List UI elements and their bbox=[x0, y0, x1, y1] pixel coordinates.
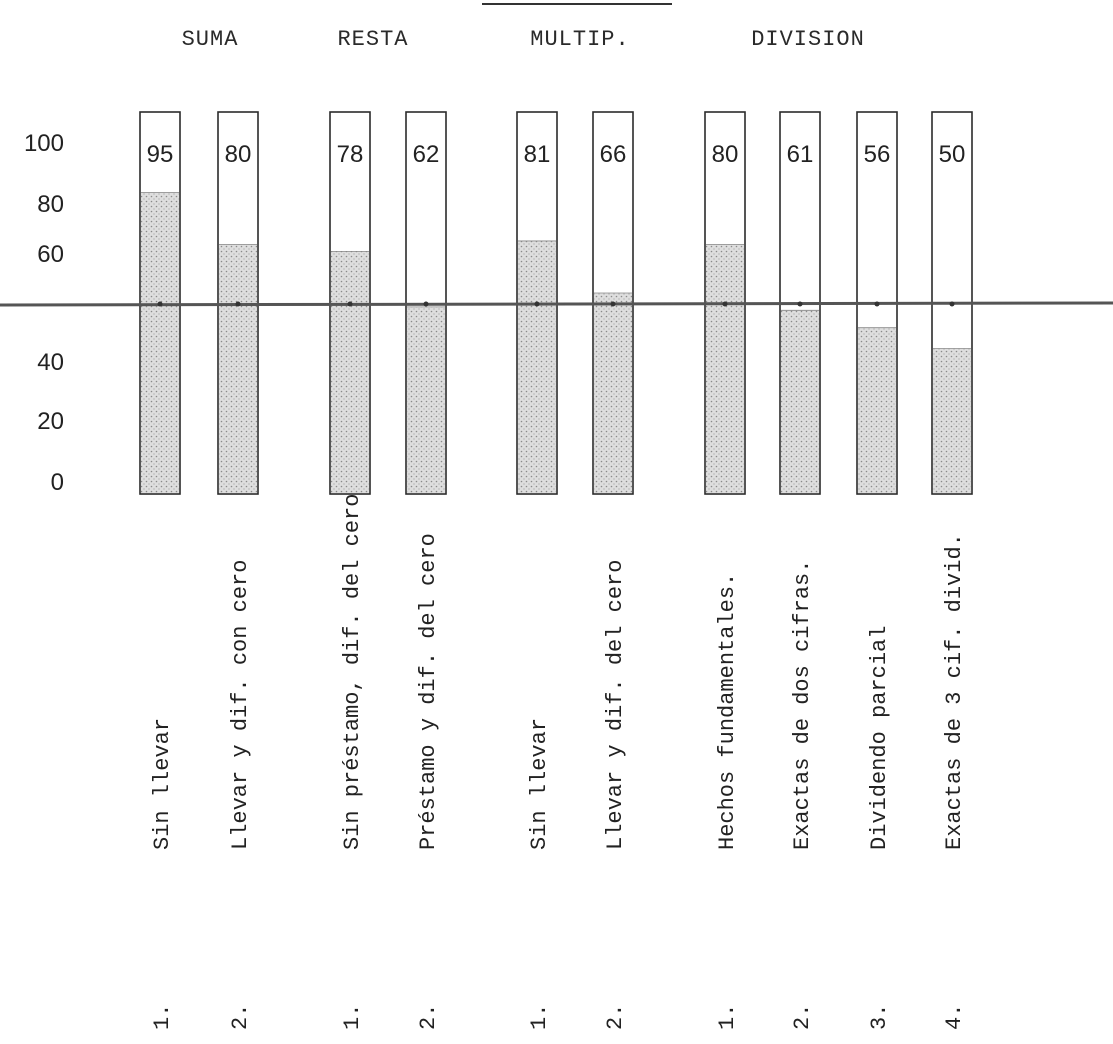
category-number: 3. bbox=[867, 1004, 892, 1030]
category-number: 2. bbox=[603, 1004, 628, 1030]
category-label: Sin llevar bbox=[527, 718, 552, 850]
bar bbox=[594, 292, 632, 493]
group-title: RESTA bbox=[337, 27, 408, 52]
y-axis: 0 20 40 60 80 100 bbox=[24, 130, 64, 496]
y-tick-label: 100 bbox=[24, 130, 64, 157]
y-tick-label: 20 bbox=[37, 408, 64, 435]
group-title: SUMA bbox=[182, 27, 239, 52]
reference-marker bbox=[610, 301, 616, 307]
category-number: 4. bbox=[942, 1004, 967, 1030]
reference-marker bbox=[235, 301, 241, 307]
bar-value-label: 81 bbox=[524, 141, 551, 168]
group-titles: SUMA RESTA MULTIP. DIVISION bbox=[182, 3, 865, 52]
category-label: Exactas de 3 cif. divid. bbox=[942, 533, 967, 850]
bar bbox=[933, 348, 971, 493]
bar-value-label: 62 bbox=[413, 141, 440, 168]
bar-value-label: 78 bbox=[337, 141, 364, 168]
bar bbox=[781, 310, 819, 493]
category-number: 1. bbox=[340, 1004, 365, 1030]
bar-value-label: 50 bbox=[939, 141, 966, 168]
category-labels: Sin llevar 1. Llevar y dif. con cero 2. Sin … bbox=[150, 494, 967, 1030]
bar bbox=[331, 251, 369, 493]
bar bbox=[706, 244, 744, 493]
bar-value-label: 56 bbox=[864, 141, 891, 168]
group-title: MULTIP. bbox=[530, 27, 629, 52]
y-tick-label: 60 bbox=[37, 241, 64, 268]
y-tick-label: 0 bbox=[51, 469, 64, 496]
bar-value-label: 80 bbox=[225, 141, 252, 168]
category-number: 2. bbox=[790, 1004, 815, 1030]
bar bbox=[407, 306, 445, 493]
group-title: DIVISION bbox=[751, 27, 865, 52]
category-label: Préstamo y dif. del cero bbox=[416, 533, 441, 850]
bar bbox=[858, 327, 896, 493]
reference-marker bbox=[157, 301, 163, 307]
category-number: 2. bbox=[228, 1004, 253, 1030]
category-number: 1. bbox=[150, 1004, 175, 1030]
bar bbox=[518, 240, 556, 493]
reference-marker bbox=[949, 301, 955, 307]
category-label: Dividendo parcial bbox=[867, 626, 892, 850]
reference-marker bbox=[423, 301, 429, 307]
reference-marker bbox=[797, 301, 803, 307]
reference-line-50 bbox=[0, 301, 1113, 307]
category-label: Llevar y dif. del cero bbox=[603, 560, 628, 850]
bar bbox=[141, 192, 179, 493]
category-label: Sin llevar bbox=[150, 718, 175, 850]
y-tick-label: 40 bbox=[37, 349, 64, 376]
reference-marker bbox=[722, 301, 728, 307]
category-label: Hechos fundamentales. bbox=[715, 573, 740, 850]
category-number: 2. bbox=[416, 1004, 441, 1030]
reference-line bbox=[0, 301, 1113, 307]
bar-value-label: 61 bbox=[787, 141, 814, 168]
y-tick-label: 80 bbox=[37, 191, 64, 218]
bar-value-label: 80 bbox=[712, 141, 739, 168]
category-label: Llevar y dif. con cero bbox=[228, 560, 253, 850]
bar-value-label: 95 bbox=[147, 141, 174, 168]
category-number: 1. bbox=[715, 1004, 740, 1030]
bar-value-label: 66 bbox=[600, 141, 627, 168]
category-number: 1. bbox=[527, 1004, 552, 1030]
reference-marker bbox=[534, 301, 540, 307]
reference-marker bbox=[347, 301, 353, 307]
category-label: Sin préstamo, dif. del cero bbox=[340, 494, 365, 850]
reference-marker bbox=[874, 301, 880, 307]
category-label: Exactas de dos cifras. bbox=[790, 560, 815, 850]
bar bbox=[219, 244, 257, 493]
